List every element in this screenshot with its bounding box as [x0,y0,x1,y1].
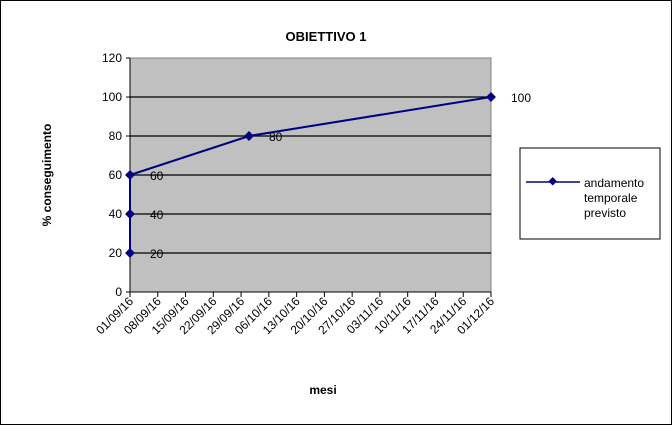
data-point-marker [125,209,135,219]
data-point-marker [125,170,135,180]
y-tick-label: 0 [115,285,122,299]
x-axis-title: mesi [309,383,336,397]
gridlines [130,96,491,254]
series-layer [125,92,496,258]
data-labels: 20 40 60 80 100 [150,91,531,261]
y-tick-label: 100 [102,90,122,104]
data-label: 40 [150,208,164,222]
data-label: 100 [511,91,531,105]
y-axis-title: % conseguimento [40,124,54,227]
data-label: 80 [269,130,283,144]
chart-title: OBIETTIVO 1 [286,29,367,44]
data-label: 60 [150,169,164,183]
legend: andamento temporale previsto [519,147,661,240]
y-tick-label: 80 [109,129,123,143]
y-tick-label: 40 [109,207,123,221]
legend-box [519,147,661,240]
y-tick-label: 60 [109,168,123,182]
data-point-marker [244,131,254,141]
legend-marker-icon [548,177,557,186]
data-label: 20 [150,247,164,261]
y-tick-label: 20 [109,246,123,260]
data-point-marker [125,248,135,258]
legend-label: andamento temporale previsto [584,176,647,220]
y-tick-label: 120 [102,51,122,65]
